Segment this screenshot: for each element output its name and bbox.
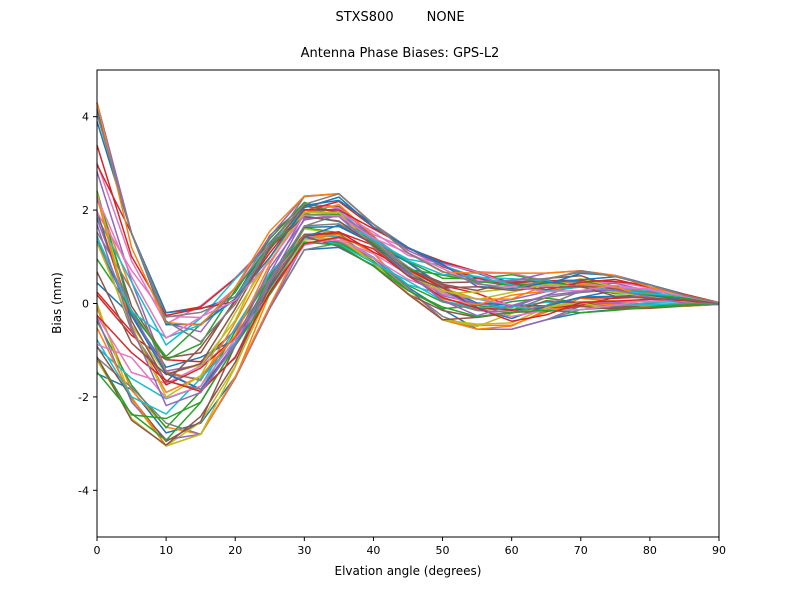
chart-title: Antenna Phase Biases: GPS-L2	[300, 46, 500, 61]
y-tick-label: 0	[82, 298, 89, 311]
figure-suptitle: STXS800 NONE	[335, 10, 465, 25]
x-tick-label: 90	[712, 544, 726, 557]
x-tick-label: 0	[94, 544, 101, 557]
bias-curve	[96, 241, 720, 442]
x-tick-label: 50	[436, 544, 450, 557]
y-tick-label: -4	[78, 484, 89, 497]
x-tick-label: 20	[228, 544, 242, 557]
x-axis-label: Elvation angle (degrees)	[334, 564, 482, 578]
bias-curve	[96, 215, 720, 407]
x-tick-label: 70	[574, 544, 588, 557]
bias-curve	[96, 233, 720, 443]
x-tick-label: 80	[643, 544, 657, 557]
bias-curve	[96, 214, 720, 361]
bias-curve	[96, 204, 720, 383]
y-tick-label: -2	[78, 391, 89, 404]
y-tick-label: 2	[82, 204, 89, 217]
x-tick-label: 30	[297, 544, 311, 557]
y-axis-label: Bias (mm)	[50, 272, 64, 334]
bias-curve	[96, 162, 720, 325]
bias-curve	[96, 215, 720, 339]
x-tick-label: 10	[159, 544, 173, 557]
bias-curve	[96, 235, 720, 446]
bias-curves	[96, 102, 720, 447]
bias-curve	[96, 237, 720, 399]
x-tick-label: 40	[366, 544, 380, 557]
y-tick-label: 4	[82, 111, 89, 124]
bias-curve	[96, 113, 720, 343]
bias-curve	[96, 226, 720, 429]
x-tick-label: 60	[505, 544, 519, 557]
bias-curve	[96, 215, 720, 376]
bias-curve	[96, 236, 720, 420]
